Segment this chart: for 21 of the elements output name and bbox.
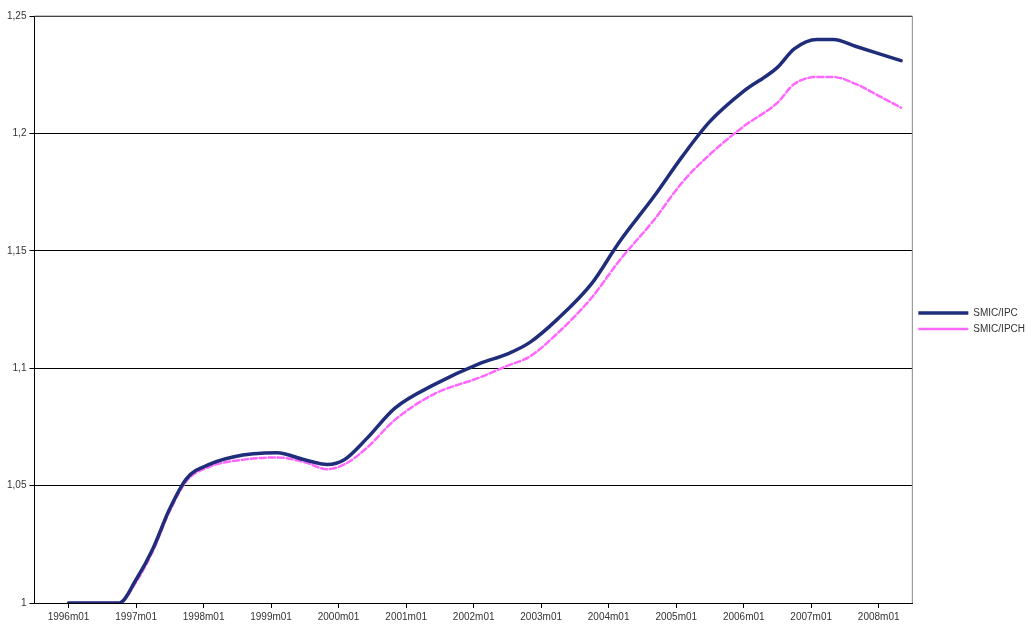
- x-tick-label: 2007m01: [790, 610, 833, 622]
- x-tick-label: 2003m01: [520, 610, 563, 622]
- x-tick-label: 2008m01: [857, 610, 900, 622]
- y-tick-label: 1,1: [12, 361, 27, 373]
- y-tick-label: 1,2: [12, 127, 27, 139]
- x-tick-label: 1998m01: [182, 610, 225, 622]
- y-tick-label: 1,25: [6, 9, 27, 21]
- x-tick-label: 2006m01: [722, 610, 766, 622]
- y-tick-label: 1: [20, 596, 27, 608]
- x-tick-label: 2004m01: [587, 610, 630, 622]
- x-tick-label: 2001m01: [385, 610, 428, 622]
- legend-label: SMIC/IPC: [973, 306, 1018, 318]
- x-tick-label: 1997m01: [115, 610, 158, 622]
- legend-label: SMIC/IPCH: [973, 322, 1025, 334]
- x-tick-label: 2005m01: [655, 610, 698, 622]
- x-tick-label: 2002m01: [452, 610, 495, 622]
- x-tick-label: 1996m01: [47, 610, 90, 622]
- y-tick-label: 1,15: [6, 244, 27, 256]
- x-tick-label: 2000m01: [317, 610, 360, 622]
- y-tick-label: 1,05: [6, 479, 27, 491]
- x-tick-label: 1999m01: [250, 610, 293, 622]
